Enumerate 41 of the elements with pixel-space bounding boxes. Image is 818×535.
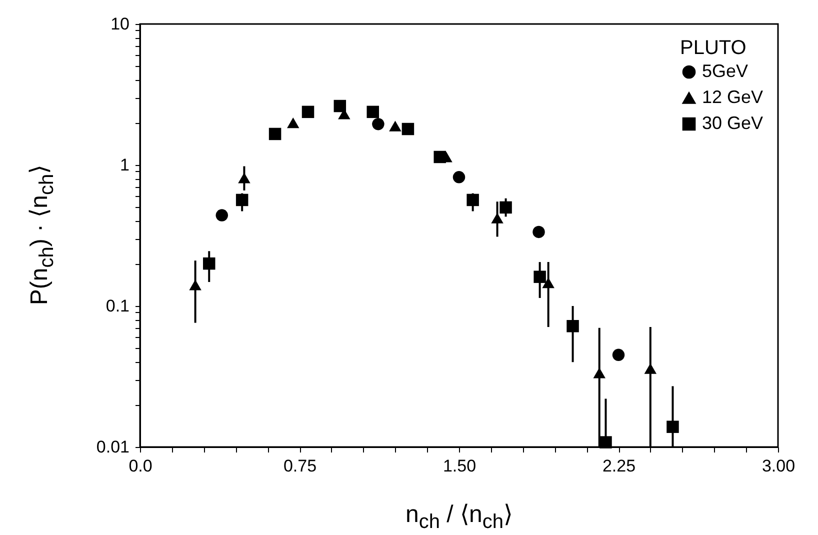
point [593,368,606,378]
point [491,212,504,224]
point [500,201,512,214]
point [189,280,202,290]
legend-label: 30 GeV [702,113,764,133]
point [372,118,384,130]
point [366,106,379,118]
point [202,257,216,270]
y-tick-label: 10 [110,14,130,34]
x-axis-title: n$_{ch}$ / ⟨n$_{ch}$⟩ [406,500,512,534]
x-tick-label: 1.50 [442,456,476,476]
point [216,209,228,222]
point [644,363,657,374]
point [534,270,546,283]
legend-title: PLUTO [680,37,746,59]
point [236,194,248,206]
point [389,120,402,132]
legend-label: 5GeV [702,61,748,81]
point [600,436,612,448]
point [452,171,466,184]
point [434,150,446,164]
point [402,122,414,136]
y-tick-label: 0.1 [106,296,130,316]
point [302,106,314,118]
point [268,128,282,140]
legend-label: 12 GeV [702,87,764,107]
y-tick-label: 0.01 [96,438,130,456]
point [666,420,679,433]
point [334,100,346,112]
point [566,320,579,332]
point [286,118,300,128]
y-tick-label: 1 [120,156,130,174]
point [238,172,250,184]
x-tick-label: 3.00 [762,456,796,476]
point [466,194,479,206]
x-tick-label: 0.75 [283,456,317,476]
point [612,348,625,362]
point [542,278,554,288]
x-tick-label: 2.25 [602,456,636,476]
x-tick-label: 0.0 [128,456,152,476]
point [532,226,545,238]
